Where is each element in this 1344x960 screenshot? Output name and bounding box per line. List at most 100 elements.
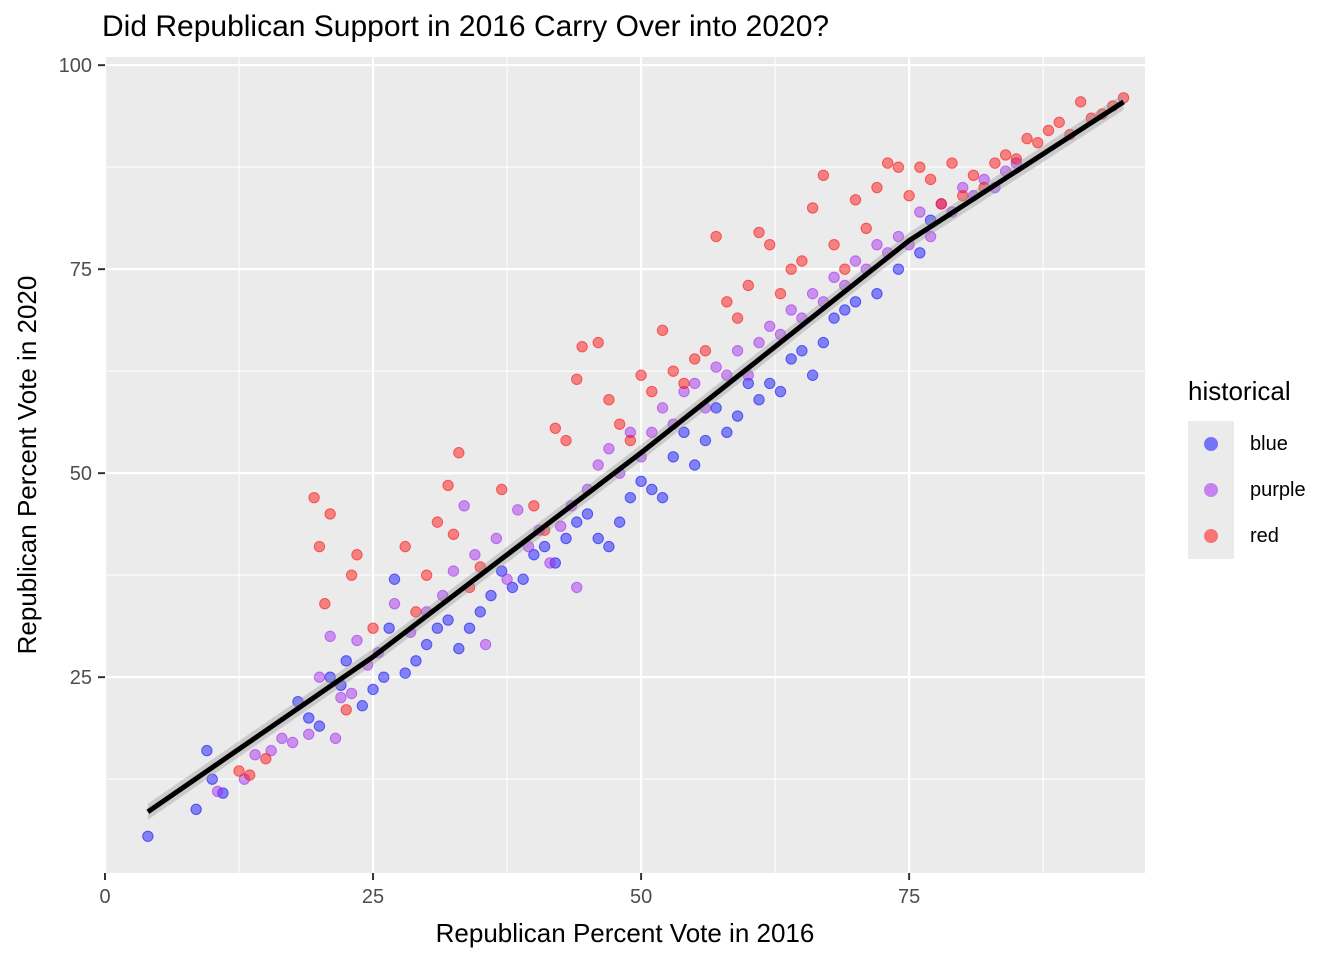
data-point-blue (710, 402, 722, 414)
data-point-purple (603, 442, 615, 455)
x-tick-label: 50 (630, 886, 652, 908)
legend-dot (1204, 437, 1218, 451)
data-point-red (860, 222, 872, 235)
y-axis-label: Republican Percent Vote in 2020 (12, 276, 42, 655)
legend-key (1188, 421, 1234, 467)
data-point-red (721, 296, 733, 308)
data-point-red (806, 202, 819, 214)
data-point-blue (828, 312, 840, 324)
data-point-blue (817, 336, 830, 349)
legend-label: purple (1250, 478, 1306, 501)
data-point-red (1042, 124, 1055, 137)
data-point-red (592, 336, 604, 349)
data-point-blue (731, 410, 744, 422)
data-point-red (828, 238, 840, 251)
data-point-red (324, 508, 336, 520)
data-point-blue (742, 377, 754, 390)
data-point-blue (839, 304, 851, 316)
data-point-red (613, 418, 626, 430)
data-point-purple (828, 271, 840, 284)
data-point-red (313, 540, 326, 553)
data-point-blue (603, 540, 615, 553)
data-point-purple (892, 230, 905, 243)
data-point-blue (201, 744, 213, 757)
data-point-purple (345, 687, 358, 700)
data-point-purple (646, 426, 658, 439)
data-point-blue (592, 532, 604, 545)
legend-key (1188, 467, 1234, 513)
data-point-blue (528, 549, 540, 561)
data-point-red (453, 447, 465, 459)
data-point-red (999, 149, 1012, 161)
y-tick-label: 100 (59, 55, 92, 77)
data-point-blue (656, 491, 669, 504)
data-point-purple (447, 565, 460, 577)
data-point-blue (806, 369, 819, 381)
data-point-purple (688, 377, 701, 390)
data-point-blue (410, 655, 422, 667)
data-point-purple (592, 459, 604, 471)
data-point-blue (699, 434, 712, 447)
data-point-purple (871, 238, 883, 251)
data-point-purple (458, 500, 470, 512)
data-point-purple (544, 557, 556, 569)
y-axis: 25 50 75 100 (59, 55, 105, 689)
data-point-red (624, 434, 637, 447)
data-point-purple (265, 744, 277, 757)
data-point-blue (849, 296, 862, 308)
data-point-red (367, 622, 379, 634)
data-point-red (1010, 153, 1023, 165)
data-point-blue (420, 638, 433, 651)
data-point-red (957, 190, 969, 202)
data-point-purple (329, 732, 342, 745)
data-point-blue (356, 700, 369, 712)
data-point-blue (646, 483, 658, 496)
data-point-red (753, 226, 765, 239)
data-point-purple (286, 736, 299, 749)
data-point-purple (211, 785, 224, 798)
data-point-blue (796, 345, 808, 357)
data-point-purple (914, 206, 926, 218)
data-point-blue (624, 491, 637, 504)
data-point-red (678, 377, 690, 390)
data-point-purple (721, 369, 733, 381)
data-point-red (399, 540, 411, 553)
data-point-red (319, 598, 331, 610)
x-axis: 0 25 50 75 (99, 873, 920, 908)
data-point-red (1074, 96, 1087, 108)
data-point-blue (678, 426, 690, 439)
data-point-blue (517, 573, 529, 585)
data-point-purple (753, 336, 765, 349)
data-point-purple (624, 426, 637, 439)
data-point-purple (849, 255, 862, 267)
legend-item-red: red (1188, 513, 1306, 559)
data-point-red (903, 190, 915, 202)
data-point-red (731, 312, 744, 324)
data-point-red (892, 161, 905, 173)
data-point-blue (667, 451, 679, 463)
data-point-red (989, 157, 1001, 169)
legend-key (1188, 513, 1234, 559)
data-point-blue (871, 287, 883, 300)
data-point-red (528, 500, 540, 512)
y-tick-label: 25 (70, 667, 92, 689)
data-point-blue (785, 353, 797, 365)
data-point-blue (496, 565, 508, 577)
grid-minor (105, 57, 1145, 873)
legend-item-blue: blue (1188, 421, 1306, 467)
data-point-red (774, 287, 787, 300)
data-point-blue (613, 516, 626, 528)
data-point-red (603, 394, 615, 406)
legend-label: blue (1250, 432, 1288, 455)
data-point-red (742, 279, 754, 292)
trend-line (146, 99, 1125, 814)
data-point-red (946, 157, 958, 169)
data-point-purple (924, 230, 937, 243)
data-point-red (560, 434, 572, 447)
data-point-purple (479, 638, 492, 651)
data-point-red (496, 483, 508, 496)
x-axis-label: Republican Percent Vote in 2016 (436, 918, 815, 948)
data-point-blue (753, 394, 765, 406)
data-point-blue (571, 516, 583, 528)
